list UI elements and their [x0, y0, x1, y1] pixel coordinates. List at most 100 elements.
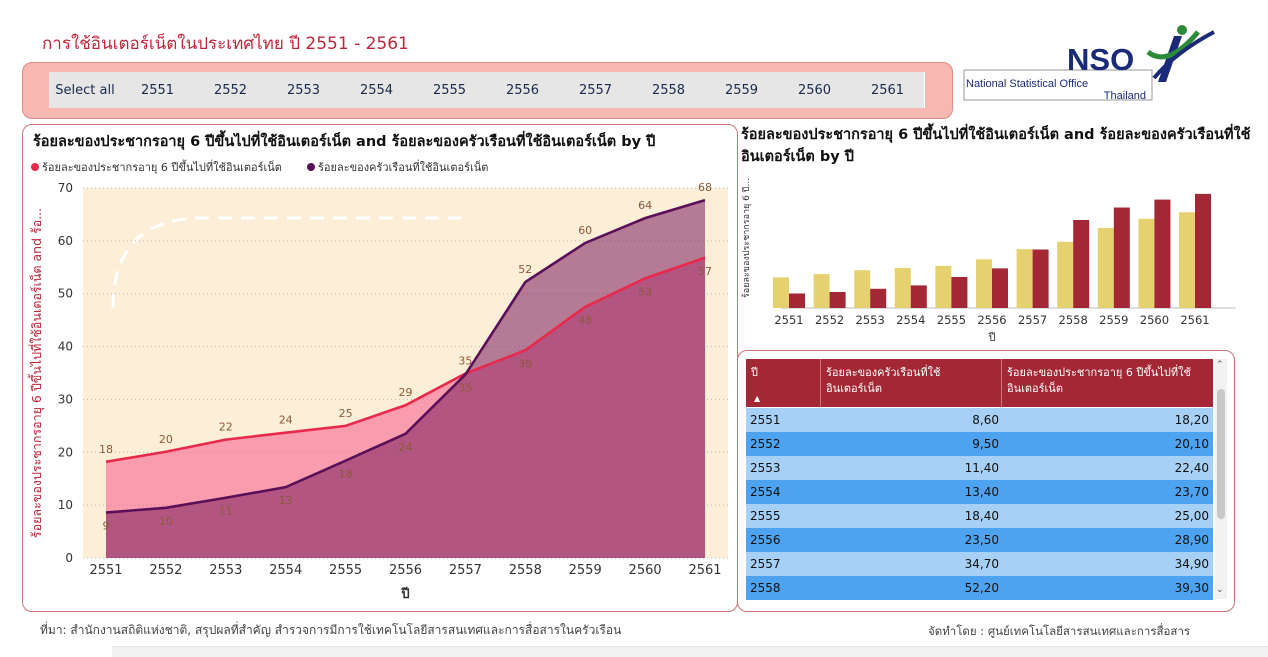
table-row[interactable]: 2555 18,40 25,00 — [746, 504, 1213, 528]
bar[interactable] — [910, 285, 927, 308]
x-tick-label: 2553 — [856, 313, 885, 327]
table-row[interactable]: 2551 8,60 18,20 — [746, 408, 1213, 432]
y-tick-label: 40 — [58, 340, 73, 354]
x-tick-label: 2553 — [209, 563, 242, 578]
cell-year: 2554 — [750, 485, 781, 499]
series-line[interactable] — [105, 256, 706, 464]
bar[interactable] — [813, 274, 830, 308]
x-tick-label: 2561 — [688, 563, 721, 578]
legend-item-household[interactable]: ร้อยละของครัวเรือนที่ใช้อินเตอร์เน็ต — [307, 158, 488, 176]
cell-year: 2556 — [750, 533, 781, 547]
bar[interactable] — [992, 268, 1008, 308]
x-tick-label: 2556 — [389, 563, 422, 578]
x-tick-label: 2561 — [1180, 313, 1209, 327]
logo-wordmark: NSO — [1067, 42, 1134, 77]
x-tick-label: 2557 — [449, 563, 482, 578]
bar[interactable] — [1154, 199, 1171, 308]
slicer-year-option[interactable]: 2556 — [486, 72, 560, 108]
table-row[interactable]: 2552 9,50 20,10 — [746, 432, 1213, 456]
cell-population: 25,00 — [1174, 509, 1209, 523]
cell-population: 18,20 — [1174, 413, 1209, 427]
data-label: 48 — [578, 314, 592, 327]
legend-marker — [31, 163, 39, 171]
cell-household: 13,40 — [964, 485, 999, 499]
slicer-select-all[interactable]: Select all — [49, 72, 122, 108]
col-header-year[interactable]: ปี ▲ — [746, 359, 820, 407]
bar[interactable] — [1195, 193, 1211, 308]
bar[interactable] — [854, 270, 871, 308]
cell-population: 39,30 — [1174, 581, 1209, 595]
slicer-year-option[interactable]: 2559 — [705, 72, 779, 108]
bar[interactable] — [894, 268, 911, 308]
col-header-population[interactable]: ร้อยละของประชากรอายุ 6 ปีขึ้นไปที่ใช้อิน… — [1001, 359, 1213, 407]
slicer-year-option[interactable]: 2561 — [851, 72, 925, 108]
bar[interactable] — [1097, 227, 1114, 308]
sort-asc-icon: ▲ — [754, 394, 761, 403]
col-header-household[interactable]: ร้อยละของครัวเรือนที่ใช้อินเตอร์เน็ต — [820, 359, 1001, 407]
slicer-year-option[interactable]: 2551 — [121, 72, 195, 108]
x-tick-label: 2560 — [629, 563, 662, 578]
x-tick-label: 2551 — [774, 313, 803, 327]
data-label: 52 — [518, 263, 532, 276]
data-label: 29 — [399, 386, 413, 399]
scroll-thumb[interactable] — [1217, 389, 1225, 519]
table-row[interactable]: 2554 13,40 23,70 — [746, 480, 1213, 504]
slicer-year-option[interactable]: 2554 — [340, 72, 414, 108]
table-row[interactable]: 2558 52,20 39,30 — [746, 576, 1213, 600]
y-tick-label: 0 — [65, 551, 73, 565]
x-tick-label: 2552 — [149, 563, 182, 578]
data-label: 57 — [698, 265, 712, 278]
cell-household: 11,40 — [964, 461, 999, 475]
y-axis-label: ร้อยละของประชากรอายุ 6 ปีขึ้นไปที่ใช้อิน… — [27, 208, 45, 538]
bar[interactable] — [1073, 220, 1090, 308]
bar[interactable] — [951, 276, 968, 308]
logo-line1: National Statistical Office — [966, 78, 1088, 90]
bar[interactable] — [773, 277, 789, 308]
year-slicer: Select all 2551 2552 2553 2554 2555 2556 2557 25… — [22, 62, 953, 119]
x-tick-label: 2556 — [977, 313, 1006, 327]
y-tick-label: 20 — [58, 445, 73, 459]
cell-year: 2558 — [750, 581, 781, 595]
x-tick-label: 2559 — [569, 563, 602, 578]
slicer-year-option[interactable]: 2557 — [559, 72, 633, 108]
bar-chart: 2551 2552 2553 2554 2555 2556 2557 2558 2559 2560… — [741, 178, 1236, 344]
table-scrollbar[interactable]: ⌃ ⌄ — [1215, 359, 1227, 599]
slicer-year-option[interactable]: 2560 — [778, 72, 852, 108]
data-label: 13 — [279, 494, 293, 507]
x-tick-label: 2554 — [896, 313, 925, 327]
cell-population: 23,70 — [1174, 485, 1209, 499]
table-row[interactable]: 2556 23,50 28,90 — [746, 528, 1213, 552]
bar[interactable] — [789, 293, 805, 308]
slicer-year-option[interactable]: 2558 — [632, 72, 706, 108]
legend-label: ร้อยละของครัวเรือนที่ใช้อินเตอร์เน็ต — [318, 161, 489, 174]
bar[interactable] — [1032, 249, 1049, 308]
slicer-year-option[interactable]: 2555 — [413, 72, 487, 108]
data-label: 35 — [458, 355, 472, 368]
data-label: 18 — [99, 443, 113, 456]
x-tick-label: 2558 — [1059, 313, 1088, 327]
bar[interactable] — [829, 291, 846, 308]
scroll-down-icon[interactable]: ⌄ — [1216, 585, 1224, 595]
slicer-year-option[interactable]: 2553 — [267, 72, 341, 108]
bar[interactable] — [1016, 249, 1033, 308]
legend-item-population[interactable]: ร้อยละของประชากรอายุ 6 ปีขึ้นไปที่ใช้อิน… — [31, 158, 282, 176]
series-line[interactable] — [105, 198, 706, 514]
data-label: 22 — [219, 421, 233, 434]
bar-chart-title: ร้อยละของประชากรอายุ 6 ปีขึ้นไปที่ใช้อิน… — [741, 127, 1251, 165]
bar[interactable] — [1138, 218, 1155, 308]
bar[interactable] — [870, 288, 887, 308]
series-area — [106, 200, 705, 558]
bar[interactable] — [935, 265, 952, 308]
data-label: 25 — [339, 407, 353, 420]
data-label: 35 — [458, 382, 472, 395]
scroll-up-icon[interactable]: ⌃ — [1216, 360, 1224, 370]
data-label: 24 — [279, 414, 293, 427]
slicer-year-option[interactable]: 2552 — [194, 72, 268, 108]
table-row[interactable]: 2557 34,70 34,90 — [746, 552, 1213, 576]
bar[interactable] — [976, 259, 992, 308]
bar[interactable] — [1179, 212, 1195, 308]
bar[interactable] — [1057, 241, 1074, 308]
x-tick-label: 2555 — [937, 313, 966, 327]
bar[interactable] — [1113, 207, 1130, 308]
table-row[interactable]: 2553 11,40 22,40 — [746, 456, 1213, 480]
